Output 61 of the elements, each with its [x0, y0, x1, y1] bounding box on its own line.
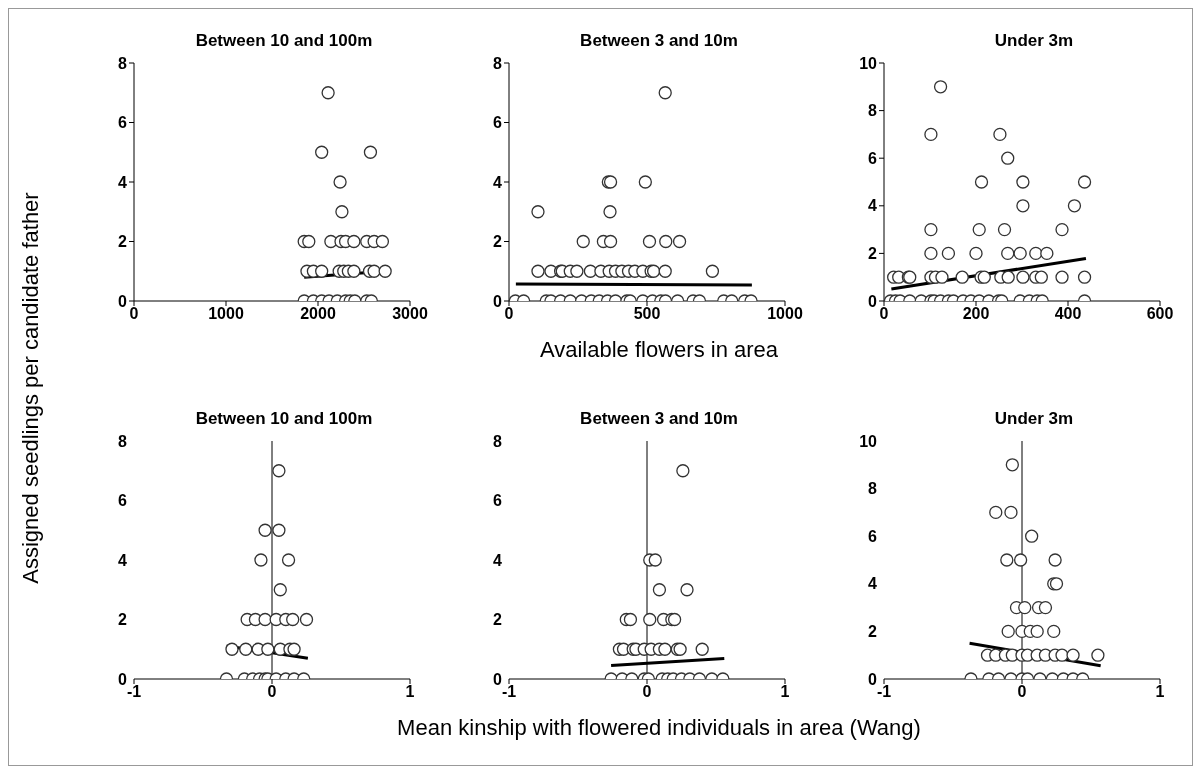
- y-tick-label: 4: [493, 173, 503, 191]
- x-tick-label: 500: [633, 305, 661, 323]
- x-tick-label: 1: [405, 683, 415, 701]
- y-tick-label: 4: [118, 551, 128, 569]
- x-tick-label: 600: [1146, 305, 1174, 323]
- y-tick-label: 2: [493, 611, 503, 629]
- x-tick-label: 0: [642, 683, 652, 701]
- x-tick-label: -1: [501, 683, 517, 701]
- y-tick-label: 0: [493, 292, 503, 310]
- x-tick-label: 1: [1155, 683, 1165, 701]
- x-axis-title: Available flowers in area: [538, 336, 780, 364]
- y-tick-label: 2: [118, 611, 128, 629]
- chart-title: Between 10 and 100m: [194, 31, 374, 52]
- x-tick-label: 3000: [392, 305, 428, 323]
- y-tick-label: 0: [868, 670, 878, 688]
- y-tick-label: 10: [859, 54, 878, 72]
- chart-title: Between 3 and 10m: [579, 409, 739, 430]
- y-tick-label: 8: [493, 54, 503, 72]
- chart-title: Under 3m: [993, 409, 1075, 430]
- x-tick-label: 0: [879, 305, 889, 323]
- chart-title: Between 10 and 100m: [194, 409, 374, 430]
- x-tick-label: 2000: [300, 305, 336, 323]
- y-tick-label: 2: [868, 245, 878, 263]
- y-tick-label: 2: [493, 233, 503, 251]
- y-axis-title: Assigned seedlings per candidate father: [18, 192, 44, 584]
- x-tick-label: -1: [876, 683, 892, 701]
- x-tick-label: 1000: [767, 305, 803, 323]
- x-tick-label: 0: [1017, 683, 1027, 701]
- y-tick-label: 6: [118, 114, 128, 132]
- x-tick-label: -1: [126, 683, 142, 701]
- y-tick-label: 0: [868, 292, 878, 310]
- y-tick-label: 6: [868, 527, 878, 545]
- y-tick-label: 10: [859, 432, 878, 450]
- y-tick-label: 6: [868, 149, 878, 167]
- y-tick-label: 2: [118, 233, 128, 251]
- chart-title: Under 3m: [993, 31, 1075, 52]
- y-tick-label: 4: [868, 575, 878, 593]
- y-tick-label: 4: [868, 197, 878, 215]
- y-tick-label: 0: [118, 670, 128, 688]
- x-tick-label: 1000: [208, 305, 244, 323]
- x-tick-label: 1: [780, 683, 790, 701]
- y-tick-label: 4: [493, 551, 503, 569]
- y-tick-label: 4: [118, 173, 128, 191]
- y-tick-label: 8: [118, 54, 128, 72]
- y-tick-label: 8: [868, 102, 878, 120]
- x-axis-title: Mean kinship with flowered individuals in area (Wang): [396, 714, 922, 742]
- y-tick-label: 0: [493, 670, 503, 688]
- x-tick-label: 0: [267, 683, 277, 701]
- y-tick-label: 0: [118, 292, 128, 310]
- chart-title: Between 3 and 10m: [579, 31, 739, 52]
- y-tick-label: 8: [868, 480, 878, 498]
- x-tick-label: 0: [129, 305, 139, 323]
- y-tick-label: 8: [118, 432, 128, 450]
- x-tick-label: 0: [504, 305, 514, 323]
- y-tick-label: 8: [493, 432, 503, 450]
- y-tick-label: 2: [868, 623, 878, 641]
- y-tick-label: 6: [493, 492, 503, 510]
- y-tick-label: 6: [493, 114, 503, 132]
- x-tick-label: 400: [1054, 305, 1082, 323]
- x-tick-label: 200: [962, 305, 990, 323]
- y-tick-label: 6: [118, 492, 128, 510]
